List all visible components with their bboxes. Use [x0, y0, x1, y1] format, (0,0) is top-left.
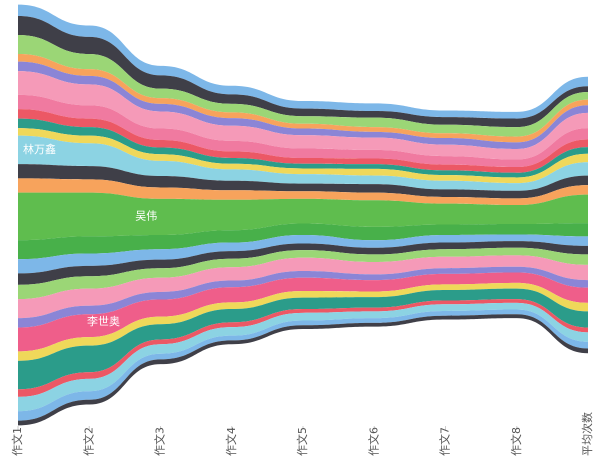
stream-layer [18, 178, 588, 206]
x-tick-label: 平均次数 [580, 412, 594, 456]
series-label: 李世奥 [87, 314, 120, 328]
stream-layer [18, 118, 588, 178]
stream-layer [18, 164, 588, 199]
x-tick-label: 作文5 [295, 427, 309, 456]
stream-layer [18, 272, 588, 352]
stream-layer [18, 34, 588, 137]
stream-layer [18, 15, 588, 128]
stream-layer [18, 53, 588, 143]
x-tick-label: 作文4 [224, 427, 238, 456]
stream-layer [18, 128, 588, 184]
stream-layer [18, 192, 588, 241]
stream-layer [18, 241, 588, 285]
stream-layer [18, 135, 588, 191]
x-tick-label: 作文1 [10, 427, 24, 456]
stream-layer [18, 288, 588, 390]
series-label: 林万鑫 [23, 142, 56, 156]
stream-layer [18, 71, 588, 160]
x-tick-label: 作文2 [81, 427, 95, 456]
stream-layer [18, 223, 588, 260]
x-tick-label: 作文7 [438, 427, 452, 456]
stream-layer [18, 234, 588, 274]
stream-layer [18, 94, 588, 168]
stream-layer [18, 61, 588, 149]
series-label: 吴伟 [135, 209, 157, 222]
stream-layer [18, 302, 588, 412]
stream-layer [18, 255, 588, 319]
stream-layer [18, 109, 588, 173]
x-tick-label: 作文3 [153, 427, 167, 456]
stream-layer [18, 247, 588, 300]
stream-layer [18, 4, 588, 119]
x-tick-label: 作文6 [366, 427, 380, 456]
x-tick-label: 作文8 [509, 427, 523, 456]
stream-layer [18, 266, 588, 328]
